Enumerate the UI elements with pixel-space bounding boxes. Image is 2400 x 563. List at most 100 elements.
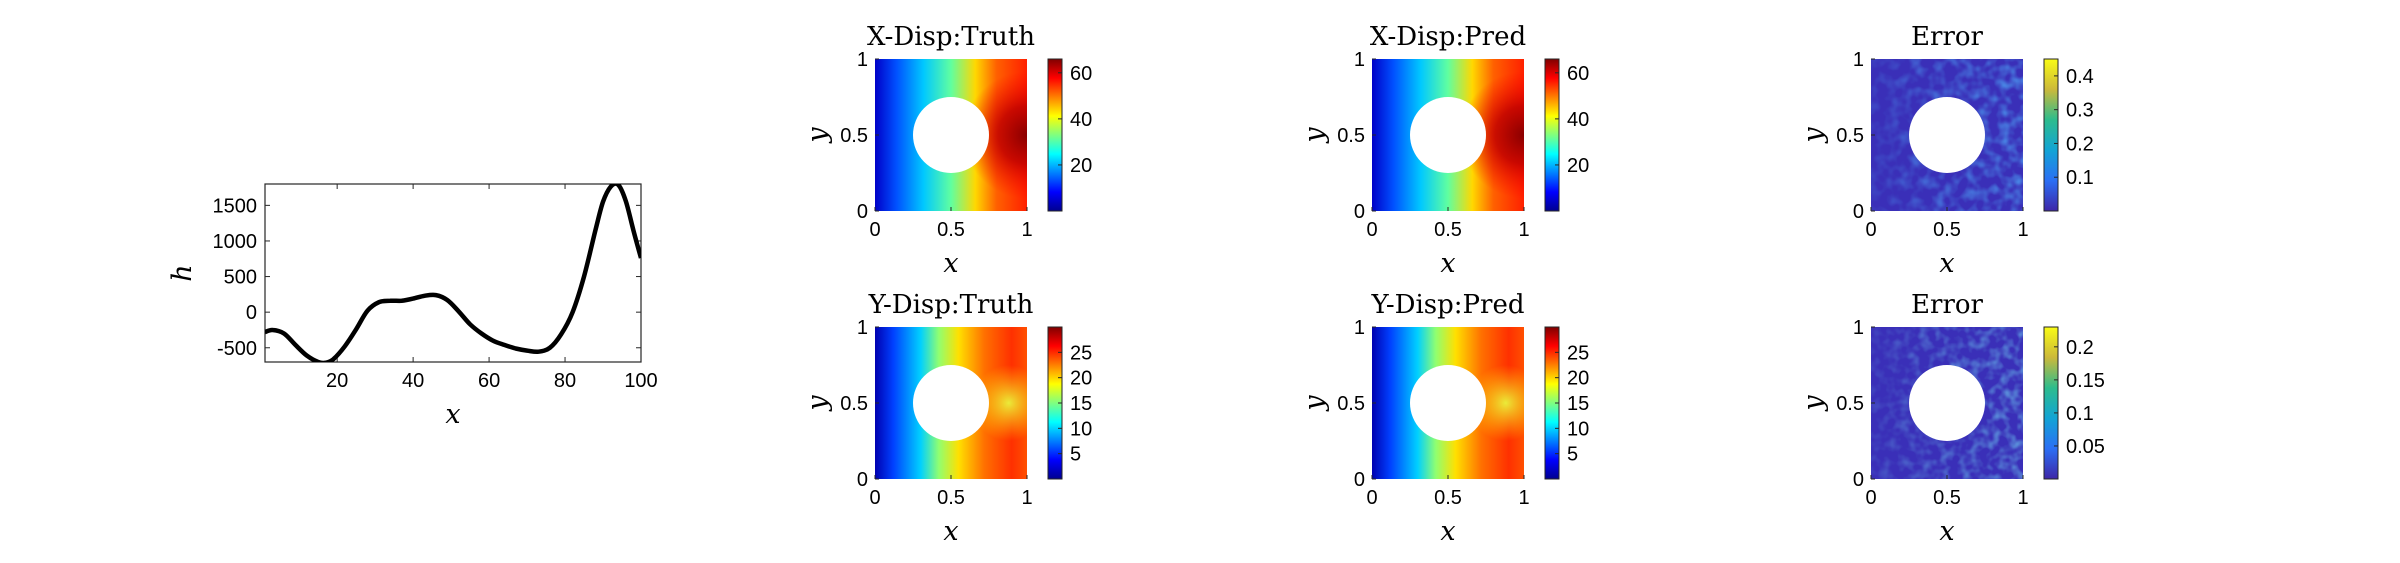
x-axis-label: x xyxy=(445,399,460,430)
colorbar-tick-label: 5 xyxy=(1070,444,1081,466)
x-tick-label: 0 xyxy=(1865,219,1876,241)
hole xyxy=(1410,365,1486,441)
x-tick-label: 20 xyxy=(326,370,348,392)
colorbar-tick-label: 60 xyxy=(1567,63,1589,85)
colorbar-tick-label: 20 xyxy=(1567,155,1589,177)
x-tick-label: 100 xyxy=(624,370,657,392)
hole xyxy=(913,97,989,173)
colorbar-tick-label: 0.3 xyxy=(2066,100,2094,122)
x-axis-label: x xyxy=(1939,516,1954,547)
y-tick-label: 0 xyxy=(1853,201,1864,223)
colorbar-tick-label: 5 xyxy=(1567,444,1578,466)
panel-title: Y-Disp:Truth xyxy=(868,290,1034,320)
y-axis-label: h xyxy=(167,264,198,281)
colorbar-tick-label: 40 xyxy=(1567,109,1589,131)
x-tick-label: 0.5 xyxy=(1933,487,1961,509)
x-axis-label: x xyxy=(943,516,958,547)
colorbar-tick-label: 0.2 xyxy=(2066,337,2094,359)
x-axis-label: x xyxy=(1939,248,1954,279)
x-tick-label: 0.5 xyxy=(1434,219,1462,241)
colorbar-tick-label: 10 xyxy=(1070,418,1092,440)
x-tick-label: 80 xyxy=(554,370,576,392)
colorbar-tick-label: 60 xyxy=(1070,63,1092,85)
y-tick-label: 1 xyxy=(1853,317,1864,339)
colorbar xyxy=(1545,59,1559,211)
y-tick-label: 0 xyxy=(1354,201,1365,223)
colorbar xyxy=(1048,327,1062,479)
x-axis-label: x xyxy=(1440,248,1455,279)
y-tick-label: 0.5 xyxy=(1337,125,1365,147)
y-tick-label: 1 xyxy=(1354,49,1365,71)
x-tick-label: 1 xyxy=(2017,487,2028,509)
y-tick-label: 1000 xyxy=(213,231,258,253)
y-axis-label: y xyxy=(1299,395,1330,412)
x-axis-label: x xyxy=(1440,516,1455,547)
x-tick-label: 0 xyxy=(869,487,880,509)
colorbar-tick-label: 0.05 xyxy=(2066,436,2105,458)
colorbar-tick-label: 0.15 xyxy=(2066,370,2105,392)
heatmap-field xyxy=(1372,327,1524,479)
series-line xyxy=(265,184,641,362)
heatmap-panel: X-Disp:Pred 0 0.5 1 0 0.5 1 x y 20 40 60 xyxy=(1299,22,1589,279)
x-tick-label: 0.5 xyxy=(1933,219,1961,241)
y-tick-label: 0.5 xyxy=(1337,393,1365,415)
colorbar-tick-label: 10 xyxy=(1567,418,1589,440)
colorbar-tick-label: 15 xyxy=(1567,393,1589,415)
panel-title: Error xyxy=(1911,22,1983,52)
panel-title: X-Disp:Pred xyxy=(1370,22,1526,52)
line-chart: 20 40 60 80 100 -500 0 500 1000 1500 x h xyxy=(167,183,658,430)
colorbar-tick-label: 0.4 xyxy=(2066,66,2094,88)
x-tick-label: 0 xyxy=(1366,219,1377,241)
chart-layer: 20 40 60 80 100-500050010001500xhX-Disp:Trut… xyxy=(167,22,2105,547)
y-tick-label: 0 xyxy=(857,469,868,491)
x-tick-label: 1 xyxy=(2017,219,2028,241)
colorbar-frame xyxy=(1047,58,1063,212)
y-tick-label: 0 xyxy=(1853,469,1864,491)
y-axis-label: y xyxy=(1798,127,1829,144)
panel-title: Error xyxy=(1911,290,1983,320)
y-tick-label: 1 xyxy=(1853,49,1864,71)
y-tick-label: -500 xyxy=(217,338,257,360)
colorbar-tick-label: 20 xyxy=(1070,368,1092,390)
colorbar-tick-label: 0.2 xyxy=(2066,133,2094,155)
hole xyxy=(1909,97,1985,173)
x-tick-label: 0.5 xyxy=(937,487,965,509)
y-tick-label: 1500 xyxy=(213,195,258,217)
y-axis-label: y xyxy=(1798,395,1829,412)
hole xyxy=(913,365,989,441)
colorbar-tick-label: 25 xyxy=(1070,342,1092,364)
x-tick-label: 0 xyxy=(1366,487,1377,509)
heatmap-field xyxy=(1372,59,1524,211)
colorbar xyxy=(1048,59,1062,211)
colorbar-tick-label: 20 xyxy=(1070,155,1092,177)
x-tick-label: 0.5 xyxy=(937,219,965,241)
y-axis-label: y xyxy=(1299,127,1330,144)
x-tick-label: 1 xyxy=(1021,487,1032,509)
y-tick-label: 0.5 xyxy=(840,393,868,415)
colorbar-frame xyxy=(1544,58,1560,212)
y-tick-label: 0.5 xyxy=(840,125,868,147)
panel-title: Y-Disp:Pred xyxy=(1371,290,1525,320)
x-tick-label: 40 xyxy=(402,370,424,392)
y-tick-label: 500 xyxy=(224,267,257,289)
colorbar xyxy=(2044,327,2058,479)
x-tick-label: 1 xyxy=(1021,219,1032,241)
y-axis-label: y xyxy=(802,127,833,144)
colorbar-tick-label: 0.1 xyxy=(2066,167,2094,189)
colorbar-tick-label: 15 xyxy=(1070,393,1092,415)
y-tick-label: 0.5 xyxy=(1836,125,1864,147)
y-tick-label: 0 xyxy=(1354,469,1365,491)
y-tick-label: 1 xyxy=(857,317,868,339)
x-tick-label: 0 xyxy=(1865,487,1876,509)
x-tick-label: 0.5 xyxy=(1434,487,1462,509)
colorbar-frame xyxy=(2043,326,2059,480)
colorbar-tick-label: 20 xyxy=(1567,368,1589,390)
y-tick-label: 0 xyxy=(246,302,257,324)
colorbar-tick-label: 25 xyxy=(1567,342,1589,364)
y-tick-label: 0.5 xyxy=(1836,393,1864,415)
heatmap-panel: X-Disp:Truth 0 0.5 1 0 0.5 1 x y 20 40 60 xyxy=(802,22,1092,279)
heatmap-field xyxy=(875,327,1027,479)
